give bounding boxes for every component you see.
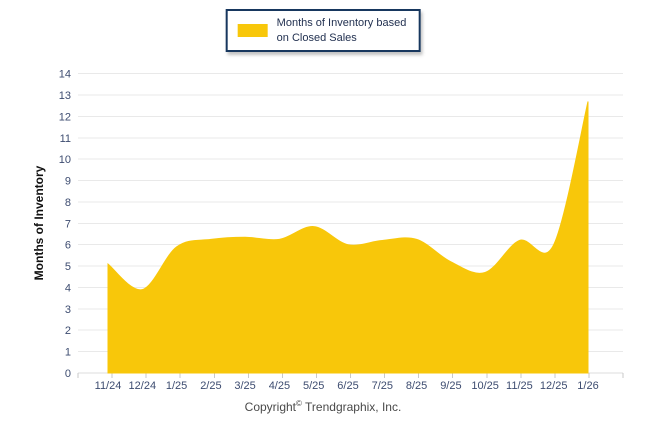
legend-label-line2: on Closed Sales: [276, 31, 357, 44]
y-tick-label: 11: [60, 133, 71, 145]
y-tick-label: 6: [65, 240, 71, 252]
y-tick-label: 9: [65, 176, 71, 188]
y-tick-label: 3: [65, 304, 71, 316]
copyright-symbol-icon: ©: [296, 399, 302, 408]
x-tick-label: 11/25: [506, 380, 533, 392]
y-tick-label: 7: [65, 218, 71, 230]
x-tick-label: 12/24: [129, 380, 157, 392]
y-tick-label: 2: [65, 325, 71, 337]
x-tick-label: 3/25: [234, 380, 255, 392]
chart-legend: Months of Inventory based on Closed Sales: [225, 9, 421, 53]
y-tick-label: 13: [59, 90, 71, 102]
legend-label-line1: Months of Inventory based: [276, 17, 407, 29]
x-tick-label: 11/24: [95, 380, 122, 392]
y-tick-label: 4: [65, 283, 71, 295]
y-tick-label: 10: [59, 154, 71, 166]
x-tick-label: 9/25: [440, 380, 461, 392]
x-tick-label: 5/25: [303, 380, 324, 392]
area-series: [107, 101, 589, 374]
y-tick-label: 0: [65, 368, 71, 380]
x-tick-label: 4/25: [269, 380, 290, 392]
legend-label: Months of Inventory based on Closed Sales: [277, 16, 407, 45]
y-tick-label: 14: [59, 69, 71, 81]
x-tick-label: 1/25: [166, 380, 187, 392]
legend-swatch-icon: [237, 24, 268, 38]
copyright-pre: Copyright: [244, 400, 297, 414]
x-tick-label: 8/25: [406, 380, 427, 392]
y-tick-label: 1: [65, 347, 71, 359]
y-tick-label: 12: [59, 112, 71, 124]
copyright-post: Trendgraphix, Inc.: [305, 400, 402, 414]
y-tick-label: 5: [65, 261, 71, 273]
y-tick-label: 8: [65, 197, 71, 209]
x-tick-label: 7/25: [372, 380, 393, 392]
copyright-text: Copyright© Trendgraphix, Inc.: [0, 399, 646, 414]
x-tick-label: 6/25: [337, 380, 358, 392]
x-tick-label: 12/25: [540, 380, 568, 392]
x-tick-label: 2/25: [200, 380, 221, 392]
x-tick-label: 1/26: [577, 380, 598, 392]
x-tick-label: 10/25: [471, 380, 499, 392]
